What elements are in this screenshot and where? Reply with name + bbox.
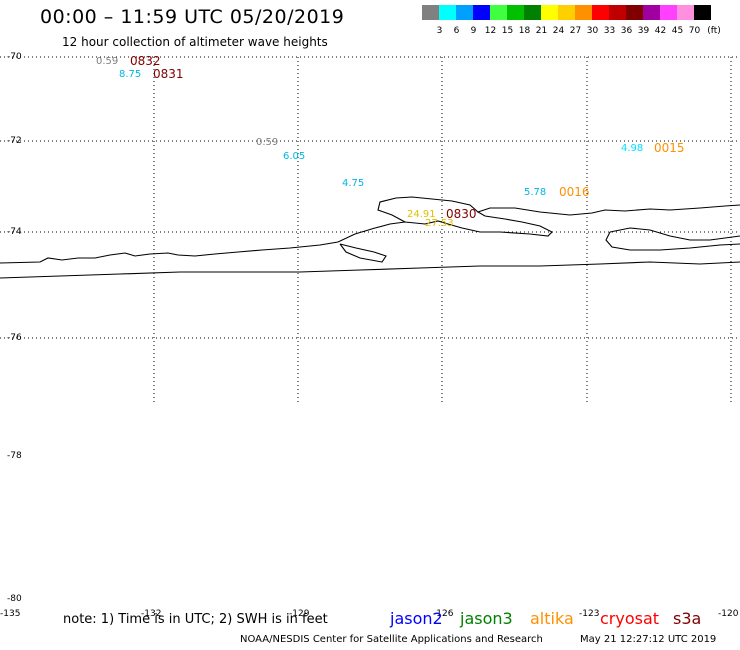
lon-label: -120 <box>718 609 739 619</box>
legend-label: 6 <box>453 26 460 36</box>
wave-height-value: 8.75 <box>119 69 142 80</box>
legend-label: 12 <box>484 26 497 36</box>
generated-timestamp: May 21 12:27:12 UTC 2019 <box>580 634 717 645</box>
inland-coast <box>0 261 740 279</box>
satellite-jason2: jason2 <box>390 609 443 628</box>
lat-label: -76 <box>7 333 22 343</box>
legend-swatch <box>575 5 592 20</box>
pass-time: 0016 <box>559 185 590 199</box>
lat-label: -74 <box>7 227 22 237</box>
wave-height-value: 6.05 <box>283 151 306 162</box>
ice-shelf-lobe <box>377 196 479 223</box>
wave-height-value: 4.75 <box>342 178 365 189</box>
legend-swatch <box>694 5 711 20</box>
wave-height-value: 27.53 <box>425 218 454 229</box>
pass-time: 0830 <box>446 207 477 221</box>
legend-swatch <box>626 5 643 20</box>
legend-label: 36 <box>620 26 633 36</box>
lon-label: -123 <box>579 609 600 619</box>
legend-label: 42 <box>654 26 667 36</box>
legend-label: 33 <box>603 26 616 36</box>
legend-unit: (ft) <box>707 26 721 36</box>
wave-height-value: 24.91 <box>407 209 436 220</box>
legend-swatch <box>558 5 575 20</box>
lat-label: -80 <box>7 594 22 604</box>
pass-time: 0831 <box>153 67 184 81</box>
map-subtitle: 12 hour collection of altimeter wave hei… <box>62 35 328 49</box>
satellite-jason3: jason3 <box>460 609 513 628</box>
wave-height-value: 0.59 <box>256 137 279 148</box>
lat-label: -72 <box>7 136 22 146</box>
lon-label: -129 <box>289 609 310 619</box>
graticule <box>0 56 740 405</box>
satellite-cryosat: cryosat <box>600 609 660 628</box>
coastline <box>0 196 740 279</box>
legend-label: 24 <box>552 26 565 36</box>
wave-height-value: 4.98 <box>621 143 644 154</box>
lon-label: -132 <box>141 609 162 619</box>
legend-swatch <box>422 5 439 20</box>
lon-label: -135 <box>0 609 21 619</box>
legend-label: 30 <box>586 26 599 36</box>
legend-swatch <box>592 5 609 20</box>
legend-swatch <box>507 5 524 20</box>
legend-swatch <box>541 5 558 20</box>
legend-label: 18 <box>518 26 531 36</box>
units-note: note: 1) Time is in UTC; 2) SWH is in fe… <box>63 612 328 627</box>
legend-swatch <box>609 5 626 20</box>
legend-swatch <box>490 5 507 20</box>
legend-swatch <box>677 5 694 20</box>
satellite-altika: altika <box>530 609 574 628</box>
legend-label: 45 <box>671 26 684 36</box>
legend-label: 39 <box>637 26 650 36</box>
wave-height-value: 0.59 <box>96 56 119 67</box>
legend-label: 3 <box>436 26 443 36</box>
wave-height-value: 5.78 <box>524 187 547 198</box>
map-title: 00:00 – 11:59 UTC 05/20/2019 <box>40 6 345 28</box>
legend-label: 21 <box>535 26 548 36</box>
pass-time: 0015 <box>654 141 685 155</box>
credit-line: NOAA/NESDIS Center for Satellite Applica… <box>240 634 543 645</box>
legend-swatch <box>473 5 490 20</box>
legend-swatch <box>456 5 473 20</box>
legend-label: 27 <box>569 26 582 36</box>
legend-swatch <box>660 5 677 20</box>
lat-label: -70 <box>7 52 22 62</box>
legend-label: 70 <box>688 26 701 36</box>
legend-swatch <box>439 5 456 20</box>
legend-swatch <box>643 5 660 20</box>
pass-time: 0832 <box>130 54 161 68</box>
lon-label: -126 <box>433 609 454 619</box>
satellite-s3a: s3a <box>673 609 702 628</box>
east-inlet <box>605 227 740 251</box>
ice-shelf-edge <box>0 204 740 264</box>
lat-label: -78 <box>7 451 22 461</box>
legend-label: 9 <box>470 26 477 36</box>
legend-label: 15 <box>501 26 514 36</box>
legend-swatch <box>524 5 541 20</box>
ice-shelf-tongue <box>339 243 387 263</box>
